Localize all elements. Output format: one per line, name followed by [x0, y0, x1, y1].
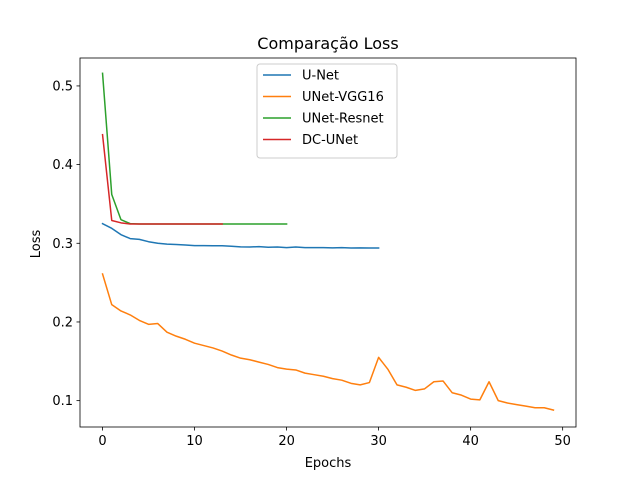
x-tick-label: 20 [278, 434, 295, 449]
y-tick-label: 0.4 [52, 158, 73, 173]
plot-area: 0 10 20 30 40 50 0.1 0.2 0.3 0.4 0.5 [52, 57, 577, 449]
x-axis-title: Epochs [305, 456, 352, 471]
legend-label: U-Net [302, 69, 339, 84]
y-axis-title: Loss [29, 230, 44, 259]
series-line-dc-unet [101, 133, 223, 225]
legend-box [256, 63, 398, 159]
chart-title: Comparação Loss [257, 34, 398, 53]
legend-label: UNet-VGG16 [302, 90, 384, 105]
axes-frame [79, 57, 577, 428]
legend-label: DC-UNet [302, 133, 358, 148]
legend-label: UNet-Resnet [302, 112, 384, 127]
y-tick-label: 0.1 [52, 394, 73, 409]
y-tick-label: 0.3 [52, 237, 73, 252]
x-tick-label: 40 [462, 434, 479, 449]
x-tick-label: 10 [186, 434, 203, 449]
x-tick-label: 0 [98, 434, 106, 449]
x-tick-label: 50 [554, 434, 571, 449]
y-tick-label: 0.2 [52, 315, 73, 330]
x-tick-label: 30 [370, 434, 387, 449]
y-tick-label: 0.5 [52, 79, 73, 94]
legend: U-Net UNet-VGG16 UNet-Resnet DC-UNet [256, 63, 398, 159]
series-line-u-net [101, 222, 380, 249]
series-line-unet-vgg16 [101, 273, 555, 411]
